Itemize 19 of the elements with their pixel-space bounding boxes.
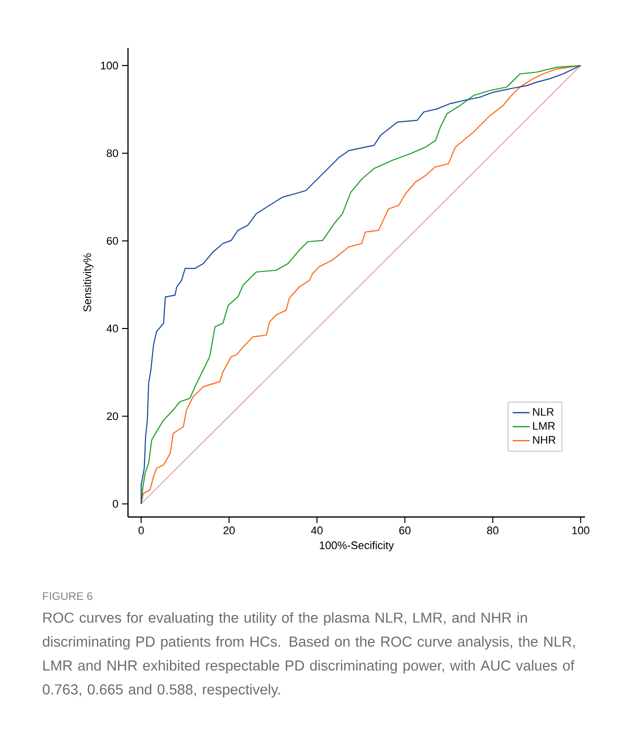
x-tick-label: 0 — [138, 526, 144, 534]
caption: FIGURE 6 — [43, 592, 92, 600]
x-tick-label: 60 — [399, 526, 410, 534]
y-tick-label: 40 — [106, 324, 118, 332]
x-tick-label: 80 — [487, 526, 498, 534]
legend-label: NLR — [533, 408, 554, 416]
x-axis-title: 100%-Secificity — [320, 541, 394, 552]
y-axis-title: Sensitivity% — [83, 253, 94, 312]
legend-label: NHR — [533, 436, 556, 444]
y-tick-label: 100 — [101, 62, 118, 70]
y-tick-label: 20 — [106, 412, 118, 420]
y-tick-label: 0 — [112, 500, 118, 508]
y-tick-label: 80 — [106, 149, 118, 158]
x-tick-label: 20 — [224, 526, 235, 534]
text: ROC curves for evaluating the utility of the plasma NLR, LMR, and NHR in discriminating PD patients from HCs. Based on the ROC curve analysis, the NLR, LMR and NHR exhibited respectable PD discriminating power, with AUC values of 0.763, 0.665 and 0.588, respectively. — [42, 612, 575, 698]
x-tick-label: 40 — [311, 526, 323, 534]
x-tick-label: 100 — [572, 526, 590, 534]
legend-label: LMR — [533, 422, 555, 430]
y-tick-label: 60 — [106, 237, 118, 245]
